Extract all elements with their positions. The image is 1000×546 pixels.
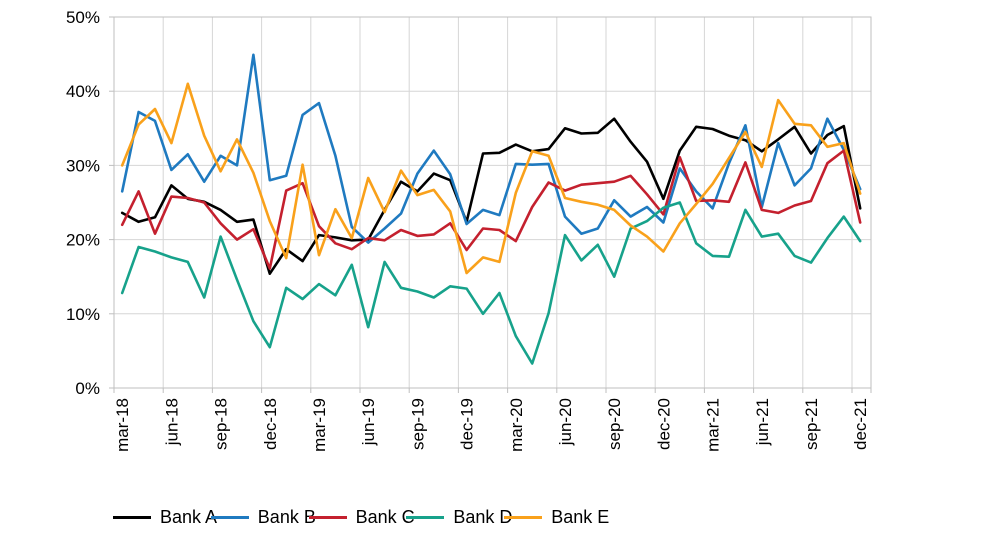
y-axis-tick-label: 50%	[66, 8, 100, 27]
y-axis-tick-label: 40%	[66, 82, 100, 101]
legend-line-swatch	[113, 515, 151, 519]
legend-label: Bank D	[453, 506, 513, 527]
x-axis-tick-label: dec-20	[654, 398, 673, 450]
x-axis-tick-label: dec-19	[458, 398, 477, 450]
x-axis-tick-label: sep-18	[212, 398, 231, 450]
legend-item-bank-a: Bank A	[113, 504, 217, 530]
x-axis-tick-label: sep-21	[802, 398, 821, 450]
legend-line-swatch	[308, 515, 347, 519]
y-axis-tick-label: 30%	[66, 156, 100, 175]
x-axis-tick-label: jun-18	[162, 398, 181, 446]
x-axis-tick-label: jun-19	[359, 398, 378, 446]
x-axis-tick-label: jun-21	[753, 398, 772, 446]
x-axis-tick-label: sep-20	[605, 398, 624, 450]
legend-line-swatch	[504, 515, 543, 519]
chart-legend: Bank A Bank B Bank C Bank D Bank E	[0, 504, 1000, 534]
y-axis-tick-label: 10%	[66, 305, 100, 324]
x-axis-tick-label: jun-20	[556, 398, 575, 446]
legend-line-swatch	[406, 515, 445, 519]
legend-label: Bank C	[355, 506, 415, 527]
legend-line-swatch	[210, 515, 249, 519]
x-axis-tick-label: mar-21	[704, 398, 723, 452]
legend-label: Bank B	[257, 506, 316, 527]
x-axis-tick-label: mar-19	[310, 398, 329, 452]
legend-item-bank-b: Bank B	[210, 504, 316, 530]
legend-item-bank-d: Bank D	[406, 504, 512, 530]
x-axis-tick-label: dec-21	[851, 398, 870, 450]
legend-label: Bank E	[551, 506, 610, 527]
legend-item-bank-c: Bank C	[308, 504, 415, 530]
series-line-bank-e	[120, 82, 862, 275]
series-line-bank-a	[120, 117, 862, 276]
y-axis-tick-label: 0%	[75, 379, 100, 398]
x-axis-tick-label: dec-18	[261, 398, 280, 450]
x-axis-tick-label: mar-18	[113, 398, 132, 452]
y-axis-tick-label: 20%	[66, 231, 100, 250]
series-line-bank-d	[120, 201, 862, 365]
series-line-bank-c	[120, 149, 862, 270]
plot-border	[113, 16, 872, 389]
legend-label: Bank A	[160, 506, 218, 527]
legend-item-bank-e: Bank E	[504, 504, 609, 530]
x-axis-tick-label: mar-20	[507, 398, 526, 452]
x-axis-tick-label: sep-19	[408, 398, 427, 450]
